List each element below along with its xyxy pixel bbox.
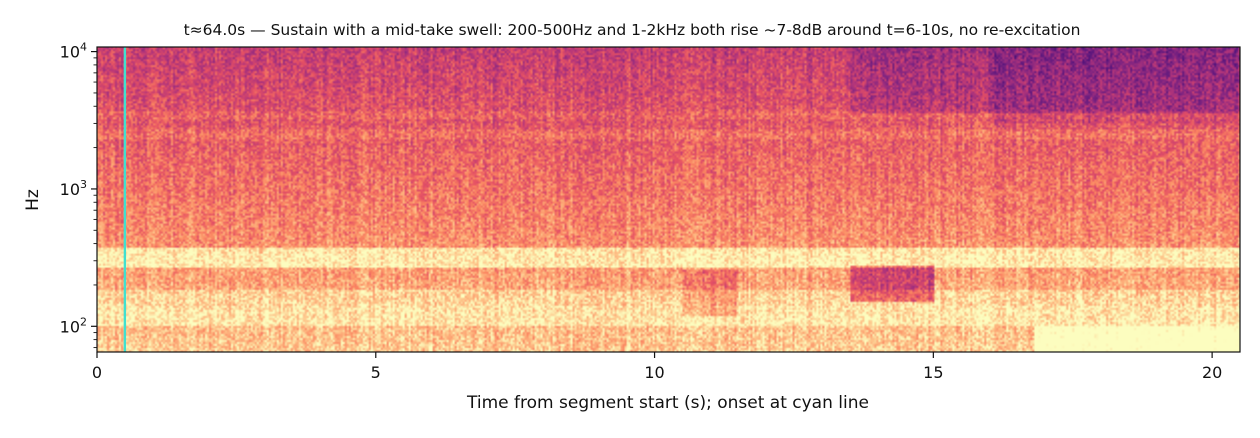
y-tick-label: 102 [60, 315, 87, 336]
y-tick-mantissa: 10 [60, 43, 80, 62]
x-tick-label: 0 [92, 363, 102, 382]
y-tick-exponent: 3 [80, 178, 87, 191]
spectrogram-heatmap [97, 47, 1240, 352]
x-tick-label: 15 [923, 363, 943, 382]
y-tick-mantissa: 10 [60, 180, 80, 199]
y-tick-label: 104 [60, 41, 87, 62]
x-tick-label: 5 [371, 363, 381, 382]
y-tick-label: 103 [60, 178, 87, 199]
chart-title: t≈64.0s — Sustain with a mid-take swell:… [184, 21, 1081, 39]
x-axis-label: Time from segment start (s); onset at cy… [466, 393, 869, 413]
x-tick-label: 20 [1202, 363, 1222, 382]
x-axis: 0 5 10 15 20 [92, 352, 1222, 382]
plot-frame [96, 46, 1241, 353]
plot-area [97, 47, 1240, 352]
y-tick-exponent: 2 [80, 315, 87, 328]
y-tick-mantissa: 10 [60, 317, 80, 336]
y-tick-exponent: 4 [80, 41, 87, 54]
x-tick-label: 10 [644, 363, 664, 382]
y-axis-label: Hz [23, 189, 43, 211]
